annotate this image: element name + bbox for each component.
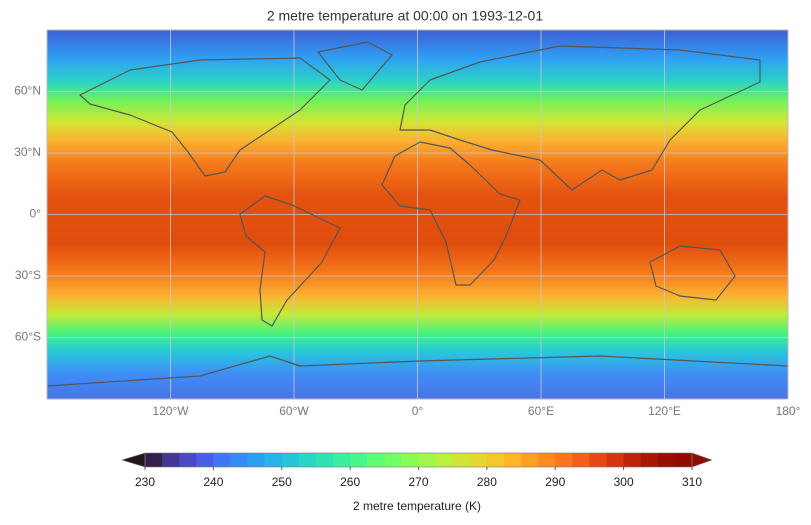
colorbar-level [315, 453, 334, 467]
colorbar-level [230, 453, 249, 467]
coastline [399, 45, 761, 191]
colorbar-level [418, 453, 437, 467]
coastline [317, 41, 393, 91]
y-tick-label: 60°N [14, 84, 41, 98]
colorbar-level [350, 453, 368, 467]
colorbar-level [401, 453, 419, 467]
colorbar-level [572, 453, 590, 467]
coastline [239, 195, 341, 327]
x-tick-label: 0° [412, 404, 424, 418]
chart-title: 2 metre temperature at 00:00 on 1993-12-… [267, 8, 544, 24]
colorbar-level [503, 453, 522, 467]
colorbar: 230 240 250 260 270 280 290 300 310 [120, 452, 713, 489]
colorbar-tick-label: 240 [203, 475, 223, 489]
colorbar-tick-label: 300 [614, 475, 634, 489]
coastline [46, 355, 789, 387]
coastline [381, 141, 521, 286]
colorbar-label: 2 metre temperature (K) [353, 499, 481, 513]
colorbar-level [606, 453, 625, 467]
colorbar-tick-label: 280 [477, 475, 497, 489]
colorbar-level [213, 453, 231, 467]
coastline [79, 57, 331, 177]
x-tick-label: 120°E [648, 404, 681, 418]
colorbar-tick-label: 260 [340, 475, 360, 489]
colorbar-level [452, 453, 471, 467]
colorbar-tick-label: 270 [408, 475, 428, 489]
colorbar-level [674, 453, 693, 467]
colorbar-level [469, 453, 488, 467]
colorbar-tick-label: 310 [682, 475, 702, 489]
map-frame [46, 29, 789, 400]
colorbar-tick-label: 250 [272, 475, 292, 489]
y-tick-label: 30°S [15, 268, 41, 282]
colorbar-level [179, 453, 197, 467]
colorbar-level [640, 453, 659, 467]
y-tick-label: 30°N [14, 145, 41, 159]
colorbar-level [247, 453, 266, 467]
colorbar-level [281, 453, 300, 467]
colorbar-extend-min [120, 452, 146, 468]
y-tick-label: 0° [30, 207, 42, 221]
colorbar-extend-max [691, 452, 713, 468]
colorbar-level [384, 453, 402, 467]
x-tick-label: 120°W [152, 404, 189, 418]
colorbar-level [623, 453, 642, 467]
grid [47, 30, 789, 399]
colorbar-tick-label: 290 [545, 475, 565, 489]
colorbar-level [657, 453, 676, 467]
y-tick-label: 60°S [15, 330, 41, 344]
colorbar-level [162, 453, 180, 467]
colorbar-level [521, 453, 539, 467]
colorbar-level [538, 453, 556, 467]
colorbar-tick-label: 230 [135, 475, 155, 489]
x-tick-label: 180° [776, 404, 801, 418]
colorbar-level [196, 453, 214, 467]
colorbar-level [435, 453, 454, 467]
colorbar-level [298, 453, 317, 467]
coastline [649, 245, 736, 301]
x-tick-label: 60°E [528, 404, 554, 418]
map-area [46, 29, 789, 400]
colorbar-level [555, 453, 573, 467]
colorbar-level [486, 453, 505, 467]
colorbar-level [264, 453, 283, 467]
x-tick-label: 60°W [279, 404, 309, 418]
colorbar-level [333, 453, 351, 467]
colorbar-level [145, 453, 163, 467]
colorbar-level [589, 453, 608, 467]
colorbar-level [367, 453, 385, 467]
coastlines [46, 41, 789, 387]
